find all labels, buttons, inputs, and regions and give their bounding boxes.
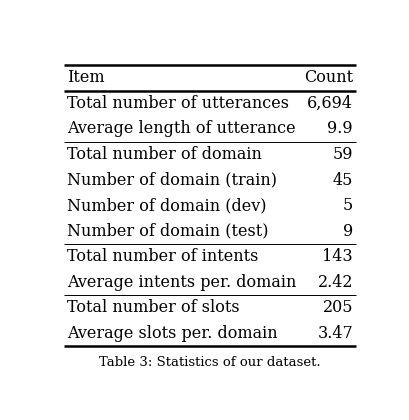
Text: 205: 205 bbox=[322, 299, 352, 316]
Text: Total number of intents: Total number of intents bbox=[67, 248, 258, 265]
Text: Table 3: Statistics of our dataset.: Table 3: Statistics of our dataset. bbox=[99, 356, 320, 369]
Text: Number of domain (test): Number of domain (test) bbox=[67, 223, 268, 240]
Text: Count: Count bbox=[303, 69, 352, 86]
Text: 6,694: 6,694 bbox=[306, 95, 352, 112]
Text: Number of domain (train): Number of domain (train) bbox=[67, 171, 276, 189]
Text: 2.42: 2.42 bbox=[317, 274, 352, 291]
Text: 45: 45 bbox=[332, 171, 352, 189]
Text: 143: 143 bbox=[322, 248, 352, 265]
Text: Total number of domain: Total number of domain bbox=[67, 146, 261, 163]
Text: 9.9: 9.9 bbox=[327, 121, 352, 137]
Text: Total number of slots: Total number of slots bbox=[67, 299, 239, 316]
Text: 3.47: 3.47 bbox=[317, 325, 352, 342]
Text: Average intents per. domain: Average intents per. domain bbox=[67, 274, 296, 291]
Text: Average length of utterance: Average length of utterance bbox=[67, 121, 295, 137]
Text: Item: Item bbox=[67, 69, 105, 86]
Text: Number of domain (dev): Number of domain (dev) bbox=[67, 197, 266, 214]
Text: Average slots per. domain: Average slots per. domain bbox=[67, 325, 277, 342]
Text: 9: 9 bbox=[342, 223, 352, 240]
Text: 5: 5 bbox=[342, 197, 352, 214]
Text: Total number of utterances: Total number of utterances bbox=[67, 95, 288, 112]
Text: 59: 59 bbox=[332, 146, 352, 163]
